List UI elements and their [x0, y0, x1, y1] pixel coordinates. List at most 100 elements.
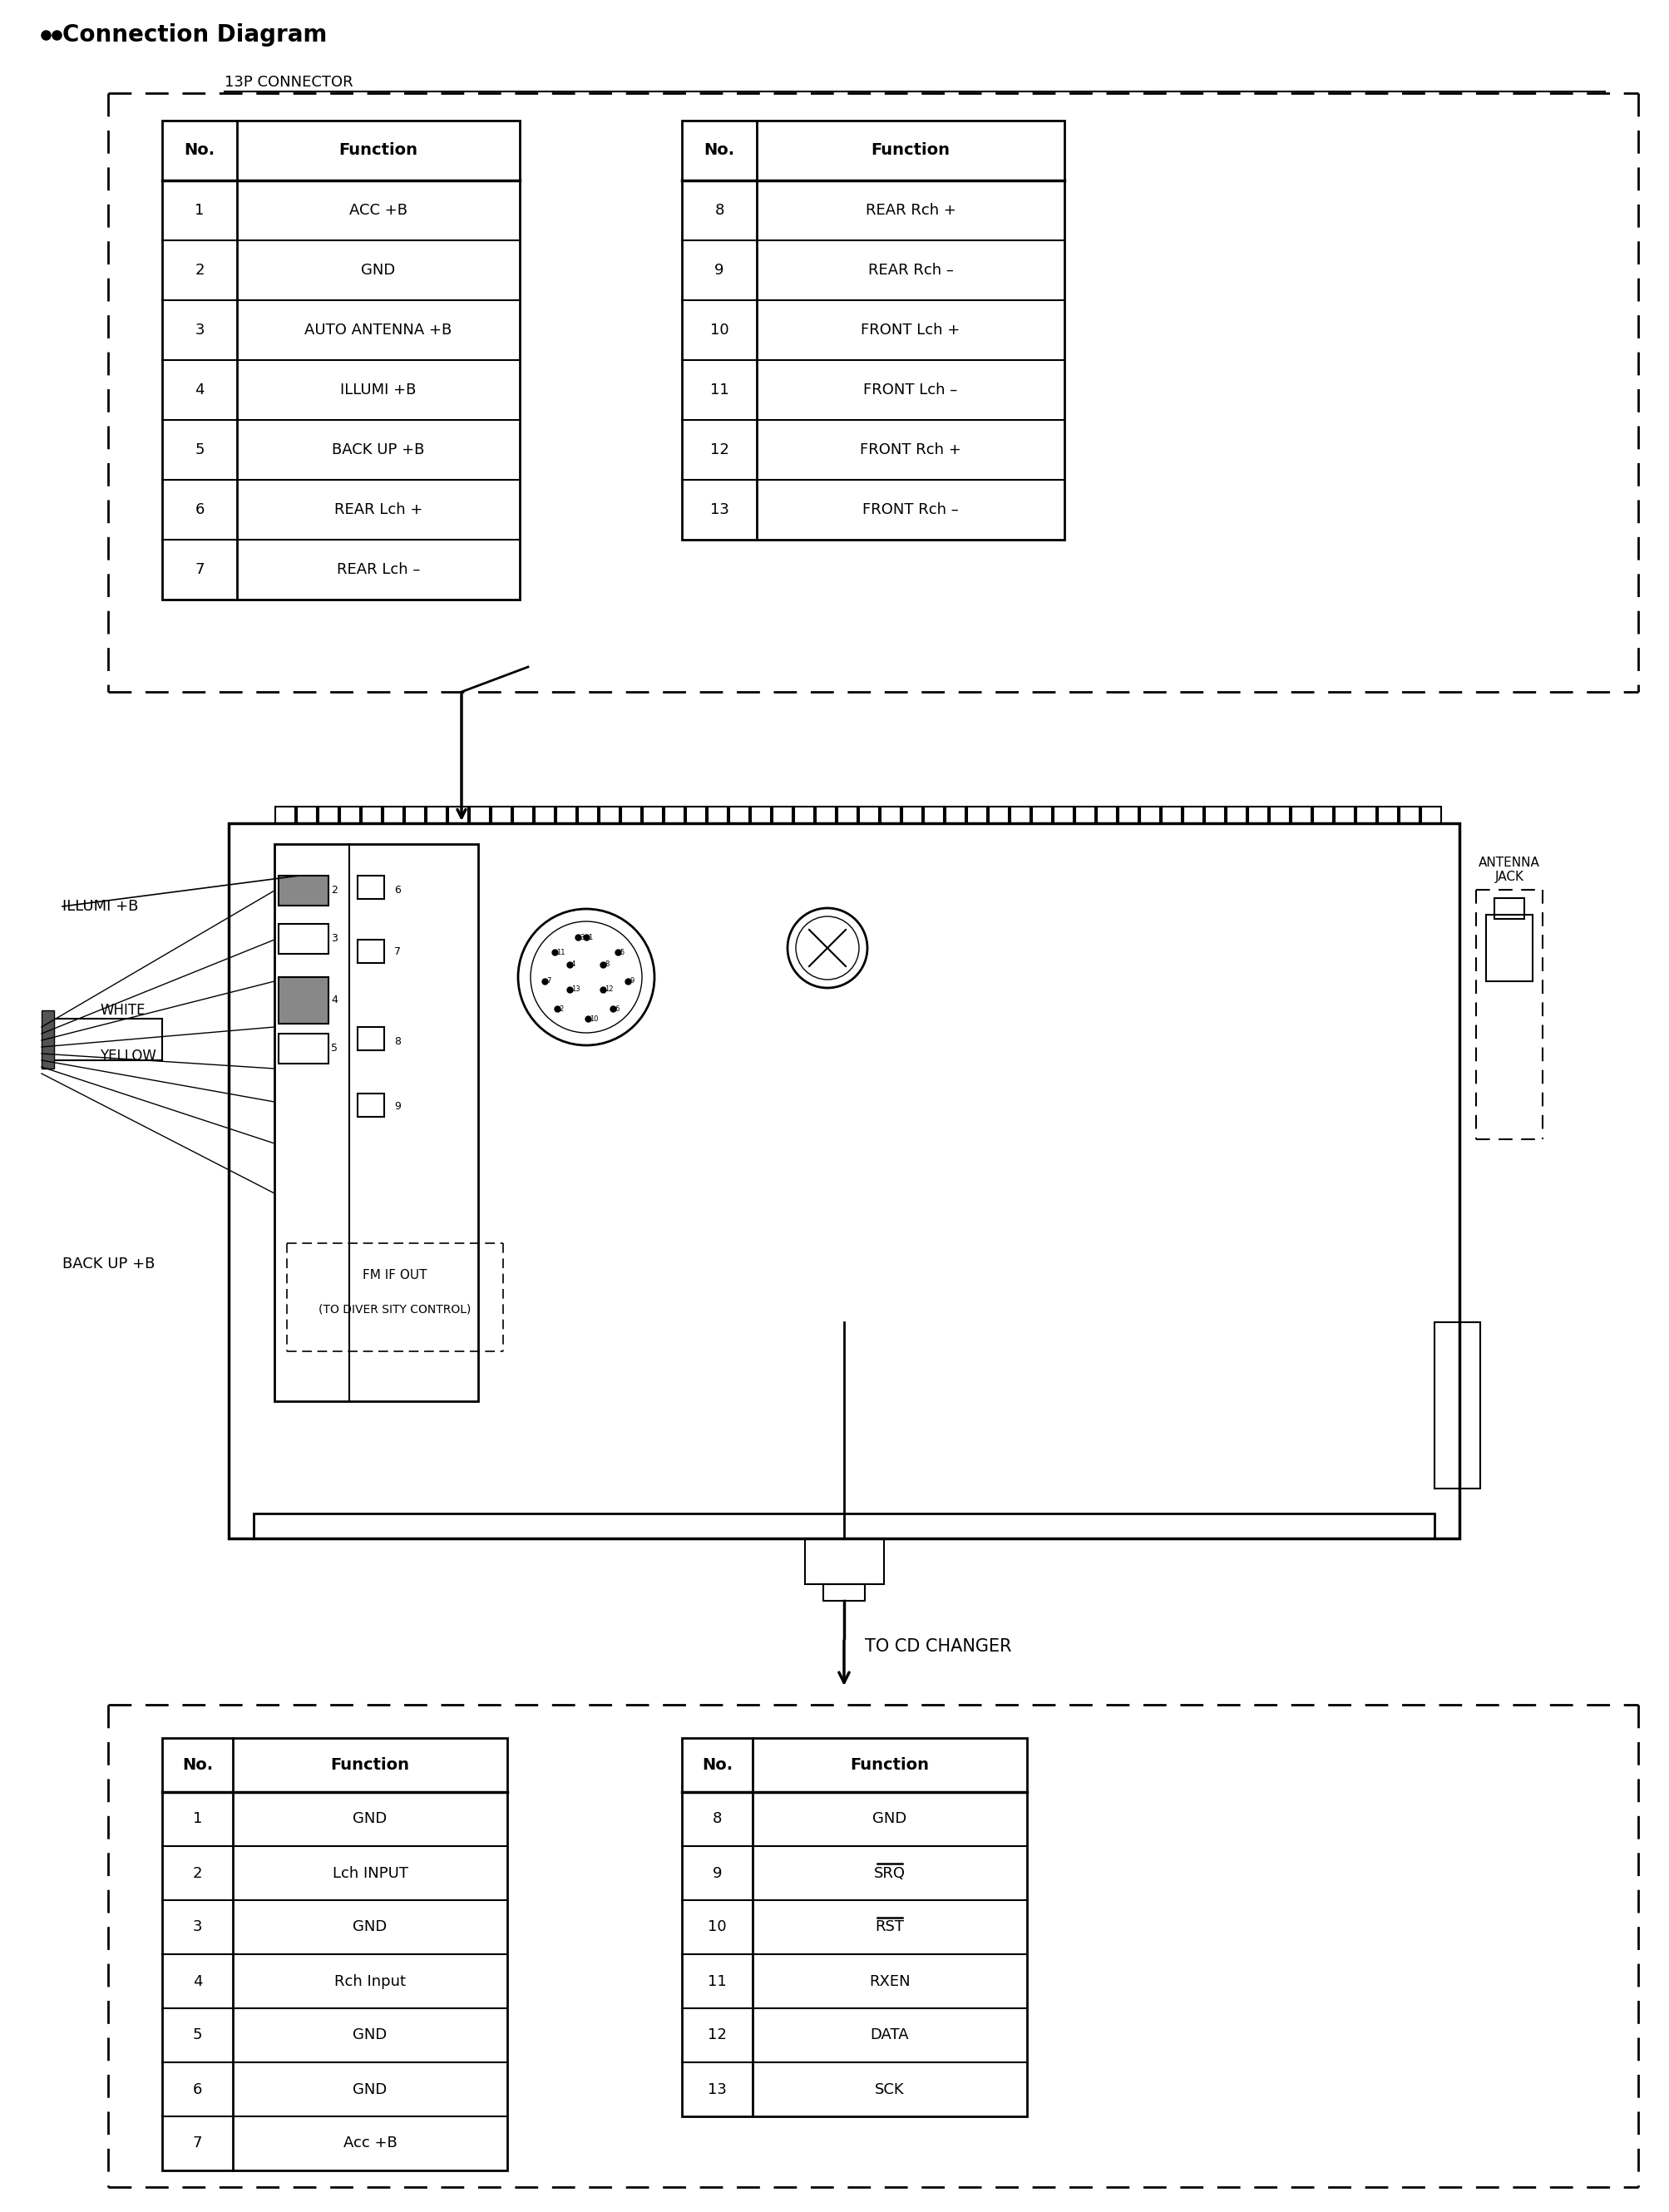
Bar	[1075, 807, 1095, 823]
Text: ANTENNA
JACK: ANTENNA JACK	[1479, 856, 1540, 883]
Text: Function: Function	[330, 1756, 409, 1774]
Bar	[1248, 807, 1268, 823]
Text: 11: 11	[556, 949, 566, 956]
Text: FRONT Rch +: FRONT Rch +	[860, 442, 961, 458]
Text: 10: 10	[589, 1015, 598, 1022]
Text: 11: 11	[709, 383, 729, 398]
Bar	[362, 807, 382, 823]
Bar	[512, 807, 532, 823]
Bar	[751, 807, 771, 823]
Text: TO CD CHANGER: TO CD CHANGER	[865, 1639, 1011, 1655]
Bar	[357, 1026, 384, 1051]
Bar	[1434, 1323, 1480, 1489]
Bar	[1379, 807, 1399, 823]
Bar	[816, 807, 836, 823]
Bar	[1400, 807, 1420, 823]
Text: 9: 9	[629, 978, 634, 984]
Bar	[1422, 807, 1440, 823]
Text: GND: GND	[352, 1920, 387, 1936]
Bar	[1335, 807, 1355, 823]
Bar	[1227, 807, 1247, 823]
Text: (TO DIVER SITY CONTROL): (TO DIVER SITY CONTROL)	[319, 1303, 471, 1316]
Text: RST: RST	[875, 1920, 905, 1936]
Bar	[279, 876, 329, 905]
Text: 4: 4	[571, 960, 576, 969]
Text: FRONT Lch +: FRONT Lch +	[861, 323, 960, 338]
Bar	[621, 807, 641, 823]
Text: 7: 7	[192, 2137, 202, 2150]
Bar	[577, 807, 598, 823]
Text: REAR Lch +: REAR Lch +	[334, 502, 422, 518]
Text: Acc +B: Acc +B	[344, 2137, 397, 2150]
Text: 6: 6	[195, 502, 204, 518]
Text: Rch Input: Rch Input	[334, 1973, 406, 1989]
Text: Function: Function	[871, 142, 950, 159]
Bar	[449, 807, 469, 823]
Text: 1: 1	[194, 1812, 202, 1827]
Bar	[274, 845, 477, 1400]
Text: SCK: SCK	[875, 2081, 905, 2097]
Bar	[966, 807, 986, 823]
Text: FRONT Rch –: FRONT Rch –	[863, 502, 958, 518]
Text: BACK UP +B: BACK UP +B	[332, 442, 424, 458]
Text: 8: 8	[604, 960, 609, 969]
Text: Function: Function	[339, 142, 417, 159]
Bar	[53, 1020, 162, 1060]
Text: 9: 9	[714, 263, 724, 279]
Text: Connection Diagram: Connection Diagram	[62, 24, 327, 46]
Text: FRONT Lch –: FRONT Lch –	[863, 383, 958, 398]
Text: 10: 10	[709, 323, 729, 338]
Text: DATA: DATA	[871, 2028, 910, 2042]
Bar	[1097, 807, 1117, 823]
Text: 6: 6	[614, 1004, 619, 1013]
Bar	[534, 807, 554, 823]
Bar	[279, 1033, 329, 1064]
Bar	[823, 1584, 865, 1601]
Bar	[357, 1093, 384, 1117]
Bar	[860, 807, 880, 823]
Bar	[1031, 807, 1051, 823]
Text: 5: 5	[619, 949, 624, 956]
Text: 8: 8	[714, 204, 724, 217]
Bar	[1270, 807, 1290, 823]
Bar	[162, 122, 519, 599]
Bar	[903, 807, 923, 823]
Text: GND: GND	[352, 2081, 387, 2097]
Text: 4: 4	[195, 383, 204, 398]
Bar	[988, 807, 1008, 823]
Bar	[427, 807, 447, 823]
Bar	[357, 876, 384, 898]
Text: 9: 9	[713, 1865, 723, 1880]
Text: 9: 9	[394, 1102, 401, 1113]
Bar	[357, 940, 384, 962]
Text: 2: 2	[330, 885, 337, 896]
Bar	[406, 807, 426, 823]
Bar	[683, 122, 1065, 540]
Text: 7: 7	[394, 947, 401, 958]
Bar	[491, 807, 511, 823]
Text: 13: 13	[708, 2081, 726, 2097]
Bar	[1314, 807, 1334, 823]
Text: 13P CONNECTOR: 13P CONNECTOR	[225, 75, 354, 91]
Bar	[1292, 807, 1312, 823]
Text: 3: 3	[579, 933, 584, 940]
Text: GND: GND	[361, 263, 396, 279]
Text: 7: 7	[546, 978, 551, 984]
Bar	[556, 807, 576, 823]
Text: 6: 6	[394, 885, 401, 896]
Text: No.: No.	[184, 142, 215, 159]
Bar	[664, 807, 684, 823]
Bar	[297, 807, 317, 823]
Text: 12: 12	[604, 987, 613, 993]
Text: 5: 5	[330, 1044, 337, 1055]
Text: REAR Rch +: REAR Rch +	[865, 204, 956, 217]
Text: 4: 4	[330, 995, 337, 1006]
Bar	[1357, 807, 1377, 823]
Bar	[804, 1537, 885, 1584]
Bar	[279, 978, 329, 1024]
Text: 1: 1	[587, 933, 592, 940]
Text: 8: 8	[713, 1812, 723, 1827]
Bar	[1485, 916, 1532, 982]
Bar	[319, 807, 339, 823]
Text: RXEN: RXEN	[870, 1973, 910, 1989]
